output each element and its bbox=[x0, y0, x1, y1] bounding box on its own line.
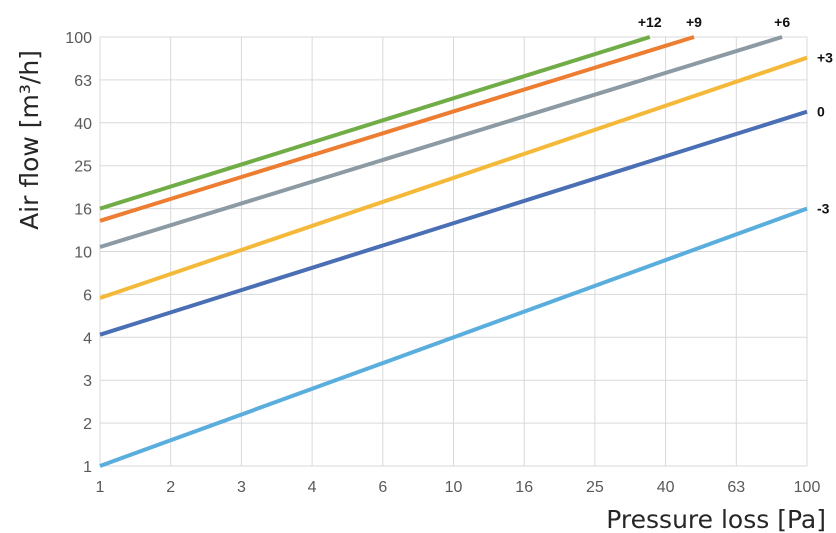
series-label: +6 bbox=[774, 14, 790, 30]
series-lines bbox=[99, 35, 808, 468]
series-label: +12 bbox=[638, 14, 662, 30]
series-label: -3 bbox=[817, 201, 830, 217]
series-line bbox=[99, 35, 651, 211]
series-label: +3 bbox=[817, 50, 833, 66]
y-tick-label: 40 bbox=[74, 116, 92, 133]
series-labels: +12 +9 +6 +3 0 -3 bbox=[638, 14, 833, 217]
x-tick-label: 3 bbox=[237, 479, 246, 496]
y-tick-label: 16 bbox=[74, 202, 92, 219]
y-tick-label: 100 bbox=[65, 30, 92, 47]
y-tick-label: 63 bbox=[74, 73, 92, 90]
x-tick-label: 40 bbox=[657, 479, 675, 496]
x-tick-label: 6 bbox=[378, 479, 387, 496]
y-tick-label: 10 bbox=[74, 245, 92, 262]
series-line bbox=[99, 35, 783, 249]
series-line bbox=[99, 35, 695, 223]
y-tick-label: 25 bbox=[74, 159, 92, 176]
x-tick-label: 4 bbox=[308, 479, 317, 496]
series-label: 0 bbox=[817, 104, 825, 120]
x-axis-title: Pressure loss [Pa] bbox=[606, 505, 826, 533]
y-axis-title: Air flow [m³/h] bbox=[15, 50, 44, 230]
y-tick-label: 4 bbox=[83, 330, 92, 347]
y-tick-labels: 1 2 3 4 6 10 16 25 40 63 100 bbox=[65, 30, 92, 476]
series-line bbox=[99, 206, 808, 468]
x-tick-label: 2 bbox=[166, 479, 175, 496]
series-label: +9 bbox=[686, 14, 702, 30]
y-tick-label: 1 bbox=[83, 459, 92, 476]
y-tick-label: 2 bbox=[83, 416, 92, 433]
series-line bbox=[99, 55, 808, 300]
y-tick-label: 3 bbox=[83, 373, 92, 390]
x-tick-label: 100 bbox=[794, 479, 821, 496]
x-tick-labels: 1 2 3 4 6 10 16 25 40 63 100 bbox=[96, 479, 821, 496]
x-tick-label: 1 bbox=[96, 479, 105, 496]
x-tick-label: 10 bbox=[445, 479, 463, 496]
series-line bbox=[99, 109, 808, 337]
y-tick-label: 6 bbox=[83, 287, 92, 304]
x-tick-label: 63 bbox=[727, 479, 745, 496]
grid bbox=[99, 36, 808, 467]
x-tick-label: 25 bbox=[586, 479, 604, 496]
x-tick-label: 16 bbox=[515, 479, 533, 496]
